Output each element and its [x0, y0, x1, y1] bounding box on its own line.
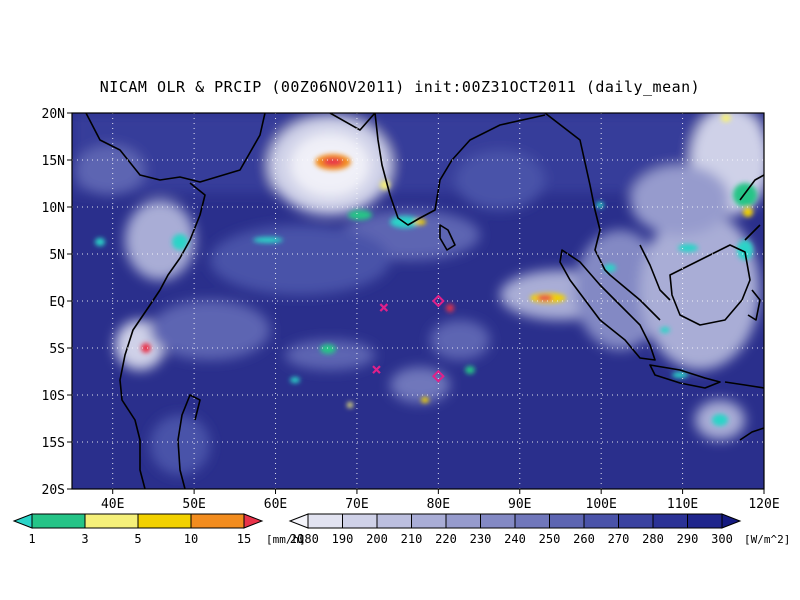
coastline-sulawesi [747, 289, 761, 321]
colorbar-box [307, 513, 343, 529]
lat-label: 5S [49, 342, 65, 357]
lat-label: 10N [42, 201, 65, 216]
colorbar-label: 200 [366, 532, 388, 546]
colorbar-label: 300 [711, 532, 733, 546]
colorbar-box [411, 513, 447, 529]
coastlines [85, 113, 764, 489]
colorbar-box [84, 513, 139, 529]
lon-label: 70E [345, 497, 368, 512]
x-marker [379, 303, 389, 312]
lat-label: 15S [42, 436, 65, 451]
colorbar-box [583, 513, 619, 529]
colorbar-label: 180 [297, 532, 319, 546]
colorbar-label: 5 [134, 532, 141, 546]
colorbar-triangle-left [12, 513, 33, 529]
colorbar-label: 190 [332, 532, 354, 546]
colorbar-box [342, 513, 378, 529]
colorbar-label: 15 [237, 532, 251, 546]
colorbar-box [549, 513, 585, 529]
coastline-lesser-sunda [724, 381, 764, 389]
lon-label: 60E [264, 497, 287, 512]
x-marker [372, 365, 381, 374]
lon-label: 80E [427, 497, 450, 512]
colorbar-box [31, 513, 86, 529]
colorbar-label: 290 [677, 532, 699, 546]
coastline-sri-lanka [439, 224, 456, 251]
colorbar-unit: [W/m^2] [744, 533, 790, 546]
colorbar-box [618, 513, 654, 529]
colorbar-label: 210 [401, 532, 423, 546]
coastline-africa [119, 182, 206, 489]
lon-label: 40E [101, 497, 124, 512]
map-plot-area [72, 113, 764, 489]
lat-label: 10S [42, 389, 65, 404]
colorbar-label: 1 [28, 532, 35, 546]
lon-label: 120E [748, 497, 779, 512]
coastline-india [329, 113, 546, 226]
diamond-marker [431, 369, 445, 383]
coastline-malay [639, 244, 671, 301]
colorbar-box [376, 513, 412, 529]
lat-label: 20N [42, 107, 65, 122]
coastline-philippines [739, 174, 764, 241]
lon-label: 50E [182, 497, 205, 512]
diamond-marker [431, 294, 445, 308]
lat-label: 5N [49, 248, 65, 263]
longitude-labels: 40E 50E 60E 70E 80E 90E 100E 110E 120E [101, 489, 780, 512]
colorbar-box [190, 513, 245, 529]
latitude-labels: 20N 15N 10N 5N EQ 5S 10S 15S 20S [42, 107, 72, 498]
colorbar-label: 270 [608, 532, 630, 546]
colorbar-box [480, 513, 516, 529]
colorbar-box [514, 513, 550, 529]
lon-label: 100E [586, 497, 617, 512]
colorbar-label: 260 [573, 532, 595, 546]
lat-label: 20S [42, 483, 65, 498]
colorbar-unit: [mm/h] [266, 533, 306, 546]
colorbar-box [687, 513, 723, 529]
lon-label: 90E [508, 497, 531, 512]
coastline-madagascar [177, 394, 201, 489]
colorbar-label: 10 [184, 532, 198, 546]
colorbar-triangle-right [243, 513, 264, 529]
colorbar-label: 230 [470, 532, 492, 546]
colorbar-box [445, 513, 481, 529]
colorbar-label: 250 [539, 532, 561, 546]
olr-colorbar: 180 190 200 210 220 230 240 250 260 270 280 290 300 [… [288, 513, 790, 546]
lat-label: 15N [42, 154, 65, 169]
colorbar-triangle-left [288, 513, 309, 529]
lat-label: EQ [49, 295, 65, 310]
coastline-borneo [669, 244, 751, 326]
map-markers [372, 294, 445, 383]
colorbar-label: 240 [504, 532, 526, 546]
coastline-sumatra [559, 249, 656, 361]
colorbar-box [652, 513, 688, 529]
colorbar-triangle-right [721, 513, 742, 529]
colorbar-box [137, 513, 192, 529]
colorbar-label: 280 [642, 532, 664, 546]
coastline-java [649, 364, 721, 389]
graticule [72, 113, 764, 489]
colorbar-label: 220 [435, 532, 457, 546]
colorbar-label: 3 [81, 532, 88, 546]
coastline-indochina [544, 113, 661, 321]
colorbar-label: 20 [290, 532, 304, 546]
coastline-arabia [85, 113, 266, 183]
map-title: NICAM OLR & PRCIP (00Z06NOV2011) init:00… [99, 78, 701, 96]
coastline-australia [739, 427, 764, 441]
lon-label: 110E [667, 497, 698, 512]
precip-colorbar: 1 3 5 10 15 20[mm/h] [12, 513, 306, 546]
